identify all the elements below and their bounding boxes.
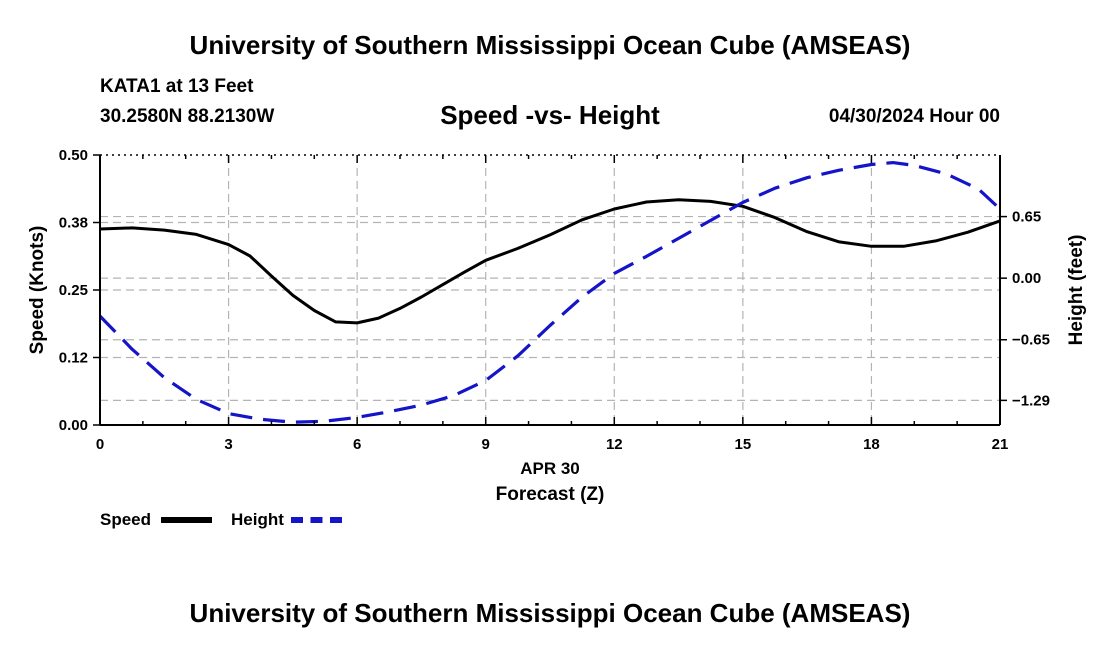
legend-height-label: Height bbox=[231, 510, 284, 529]
x-tick-label: 15 bbox=[735, 436, 752, 453]
chart-title: Speed -vs- Height bbox=[440, 100, 660, 130]
y-axis-title: Speed (Knots) bbox=[27, 226, 48, 355]
legend-speed-swatch bbox=[161, 517, 212, 523]
y2-axis-title: Height (feet) bbox=[1066, 235, 1087, 346]
series-layer bbox=[98, 161, 1002, 424]
series-line-speed bbox=[99, 198, 1001, 325]
x-tick-label: 9 bbox=[482, 436, 490, 453]
grid-layer bbox=[100, 155, 1000, 425]
y-tick-label: 0.50 bbox=[59, 147, 88, 164]
x-tick-label: 6 bbox=[353, 436, 361, 453]
x-axis-title: Forecast (Z) bbox=[496, 484, 605, 505]
x-tick-label: 12 bbox=[606, 436, 623, 453]
y2-tick-label: 0.65 bbox=[1012, 209, 1041, 226]
y-tick-label: 0.00 bbox=[59, 417, 88, 434]
y-tick-label: 0.12 bbox=[59, 350, 88, 367]
x-tick-label: 18 bbox=[863, 436, 880, 453]
y-tick-label: 0.38 bbox=[59, 215, 88, 232]
y-tick-label: 0.25 bbox=[59, 282, 88, 299]
x-tick-label: 0 bbox=[96, 436, 104, 453]
x-tick-label: 21 bbox=[992, 436, 1009, 453]
station-coordinates: 30.2580N 88.2130W bbox=[100, 106, 275, 127]
legend-speed-label: Speed bbox=[100, 510, 152, 529]
forecast-date: 04/30/2024 Hour 00 bbox=[828, 106, 1000, 127]
series-line-height bbox=[98, 161, 1002, 424]
x-axis-date-label: APR 30 bbox=[520, 459, 580, 478]
label-layer: 0 3 6 9 12 15 18 21 0.00 0.12 0.25 0.38 0.50 −1.29 −0.… bbox=[27, 147, 1087, 505]
y2-tick-label: −1.29 bbox=[1012, 392, 1050, 409]
y2-tick-label: −0.65 bbox=[1012, 332, 1050, 349]
axis-layer bbox=[93, 154, 1007, 426]
legend-height-swatch bbox=[291, 517, 342, 523]
y2-tick-label: 0.00 bbox=[1012, 270, 1041, 287]
x-tick-label: 3 bbox=[224, 436, 232, 453]
station-label: KATA1 at 13 Feet bbox=[100, 76, 254, 97]
bottom-title: University of Southern Mississippi Ocean… bbox=[189, 598, 911, 628]
top-title: University of Southern Mississippi Ocean… bbox=[189, 30, 911, 60]
